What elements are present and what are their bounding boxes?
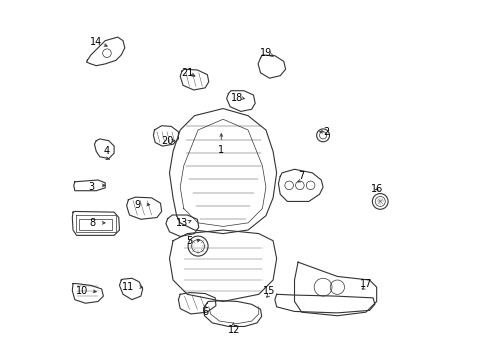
Text: 17: 17 — [359, 279, 371, 289]
Text: 10: 10 — [76, 286, 88, 296]
Text: 7: 7 — [298, 171, 304, 181]
Text: 20: 20 — [161, 136, 174, 146]
Text: 16: 16 — [370, 184, 382, 194]
Text: 3: 3 — [88, 182, 94, 192]
Text: 8: 8 — [89, 218, 96, 228]
Text: 14: 14 — [90, 37, 102, 48]
Text: 21: 21 — [181, 68, 193, 78]
Bar — [80, 219, 111, 230]
Text: 4: 4 — [103, 147, 110, 157]
Text: 13: 13 — [176, 218, 188, 228]
Text: 5: 5 — [185, 236, 192, 246]
Text: 2: 2 — [323, 127, 329, 137]
Text: 9: 9 — [134, 200, 140, 210]
Text: 1: 1 — [218, 145, 224, 155]
Text: 18: 18 — [231, 93, 243, 103]
Text: 11: 11 — [122, 282, 134, 292]
Text: 19: 19 — [259, 48, 271, 58]
Text: 12: 12 — [227, 325, 240, 335]
Text: 6: 6 — [202, 307, 208, 317]
Text: 15: 15 — [263, 286, 275, 296]
